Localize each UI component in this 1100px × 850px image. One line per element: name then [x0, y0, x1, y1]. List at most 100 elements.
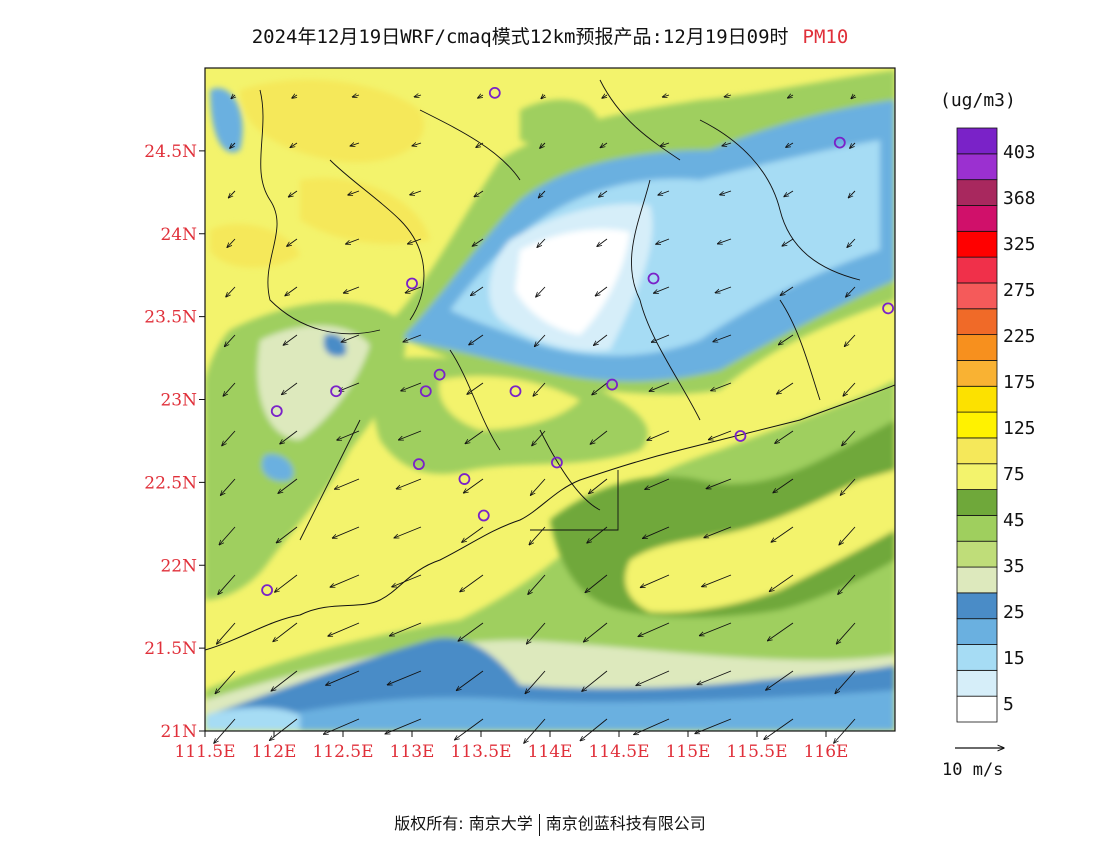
wind-arrow: [766, 670, 794, 690]
y-tick-label: 23.5N: [144, 308, 197, 328]
colorbar-bin: [956, 644, 998, 671]
wind-arrow: [343, 286, 360, 293]
wind-arrow: [788, 95, 794, 98]
wind-arrow: [275, 574, 298, 592]
y-tick-label: 24N: [160, 225, 197, 245]
wind-arrow: [580, 718, 608, 741]
colorbar-bin: [956, 385, 998, 413]
wind-arrow: [643, 526, 670, 538]
wind-arrow: [722, 143, 732, 146]
wind-arrow: [467, 382, 484, 394]
wind-arrow: [704, 526, 732, 538]
colorbar-bin: [956, 127, 998, 155]
colorbar-bin: [956, 256, 998, 284]
wind-arrow: [472, 238, 484, 246]
wind-arrow: [280, 430, 298, 444]
station-marker: [734, 430, 747, 442]
colorbar-label: 225: [1003, 326, 1036, 347]
wind-arrow: [458, 622, 484, 641]
colorbar: 403 368 325 275 225 175 125 75 45 35 25 15 5: [956, 127, 1036, 723]
colorbar-label: 5: [1003, 694, 1014, 715]
wind-arrow: [784, 190, 794, 197]
colorbar-bin: [956, 179, 998, 206]
wind-arrow: [525, 670, 546, 694]
wind-reference-label: 10 m/s: [942, 760, 1004, 780]
colorbar-label: 403: [1003, 142, 1036, 163]
wind-arrow: [282, 382, 298, 395]
colorbar-bin: [956, 282, 998, 310]
wind-arrow: [396, 478, 422, 489]
x-tick-label: 113E: [390, 742, 435, 762]
colorbar-bin: [956, 489, 998, 516]
station-marker: [406, 277, 418, 290]
colorbar-label: 368: [1003, 188, 1036, 209]
wind-arrow: [385, 718, 422, 734]
wind-arrow: [851, 95, 855, 99]
wind-arrow: [834, 718, 856, 743]
wind-arrow: [846, 286, 856, 297]
wind-arrow: [600, 142, 608, 148]
x-tick-label: 111.5E: [174, 742, 235, 762]
wind-arrow: [323, 718, 360, 734]
wind-arrow: [599, 190, 608, 197]
wind-arrow: [462, 526, 484, 542]
wind-arrow: [227, 238, 236, 247]
wind-arrow: [589, 478, 608, 494]
colorbar-bin: [956, 334, 998, 361]
wind-arrow: [654, 286, 670, 293]
wind-arrow: [778, 334, 794, 345]
wind-arrow: [530, 478, 546, 495]
wind-arrow: [534, 334, 546, 347]
wind-arrow: [780, 286, 794, 295]
wind-arrow: [465, 430, 484, 444]
x-tick-label: 114E: [528, 742, 573, 762]
wind-arrow: [640, 574, 670, 587]
wind-arrow: [584, 622, 608, 642]
wind-arrow: [645, 478, 670, 489]
wind-arrow: [478, 95, 484, 98]
wind-arrow: [226, 286, 236, 297]
wind-arrow: [585, 574, 608, 592]
wind-arrow: [782, 238, 794, 246]
wind-arrow: [469, 334, 484, 345]
wind-arrow: [532, 430, 546, 446]
y-tick-label: 24.5N: [144, 142, 197, 162]
wind-arrow: [658, 190, 670, 195]
x-tick-label: 115E: [666, 742, 711, 762]
colorbar-bin: [956, 153, 998, 181]
wind-arrow: [839, 526, 856, 545]
wind-arrow: [287, 238, 298, 246]
colorbar-unit: (ug/m3): [940, 90, 1016, 111]
station-marker: [270, 405, 283, 418]
wind-arrow: [223, 382, 236, 396]
station-markers: [261, 86, 894, 597]
wind-arrow: [713, 334, 732, 342]
wind-arrow: [219, 526, 236, 545]
y-tick-label: 23N: [160, 391, 197, 411]
wind-arrow: [528, 574, 546, 594]
wind-vectors: [214, 95, 855, 743]
wind-arrow: [848, 190, 856, 198]
wind-arrow: [387, 670, 422, 685]
x-axis-ticks: 111.5E 112E 112.5E 113E 113.5E 114E 114.5E 115E…: [174, 731, 848, 762]
wind-arrow: [399, 430, 422, 440]
wind-arrow: [283, 334, 298, 345]
station-marker: [330, 385, 343, 398]
wind-arrow: [276, 526, 298, 543]
wind-arrow: [533, 382, 546, 396]
colorbar-label: 45: [1003, 510, 1025, 531]
wind-arrow: [836, 622, 856, 644]
wind-arrow: [771, 526, 794, 542]
wind-arrow: [638, 622, 670, 636]
wind-arrow: [337, 430, 360, 440]
wind-arrow: [290, 142, 298, 148]
wind-arrow: [214, 718, 236, 743]
wind-arrow: [292, 95, 298, 98]
pm10-field: [205, 68, 895, 731]
wind-arrow: [587, 526, 608, 543]
wind-arrow: [346, 238, 360, 244]
footer-company: 南京创蓝科技有限公司: [545, 814, 706, 833]
wind-arrow: [401, 382, 422, 391]
x-tick-label: 116E: [804, 742, 849, 762]
wind-arrow: [651, 334, 670, 342]
